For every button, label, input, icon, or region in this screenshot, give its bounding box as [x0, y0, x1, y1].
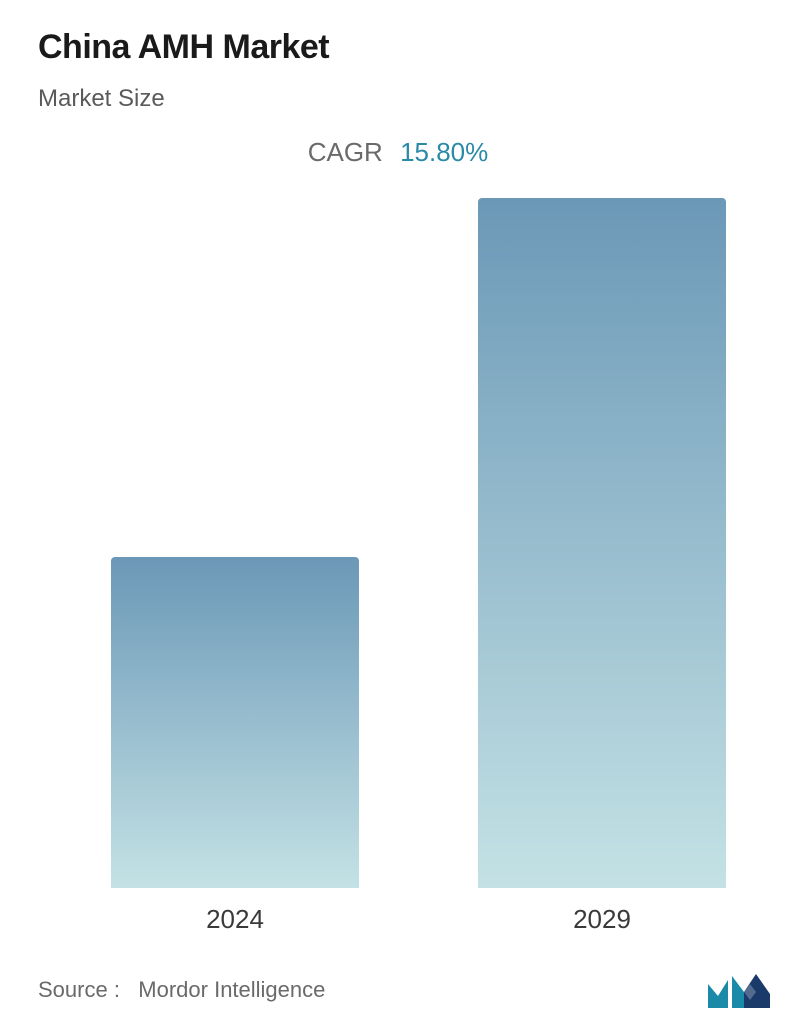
source-name: Mordor Intelligence	[138, 977, 325, 1002]
cagr-row: CAGR 15.80%	[38, 137, 758, 168]
x-tick-label: 2029	[573, 904, 631, 935]
mordor-logo-icon	[706, 970, 776, 1010]
source-attribution: Source : Mordor Intelligence	[38, 977, 325, 1003]
chart-title: China AMH Market	[38, 28, 758, 67]
bar-chart-plot	[38, 198, 758, 888]
source-label: Source :	[38, 977, 120, 1002]
cagr-label: CAGR	[308, 137, 383, 167]
cagr-value: 15.80%	[400, 137, 488, 167]
x-axis-labels: 2024 2029	[38, 904, 758, 954]
chart-footer: Source : Mordor Intelligence	[38, 970, 776, 1010]
x-tick-label: 2024	[206, 904, 264, 935]
chart-subtitle: Market Size	[38, 85, 758, 113]
bar-2029	[478, 198, 726, 888]
bar-2024	[111, 557, 359, 888]
